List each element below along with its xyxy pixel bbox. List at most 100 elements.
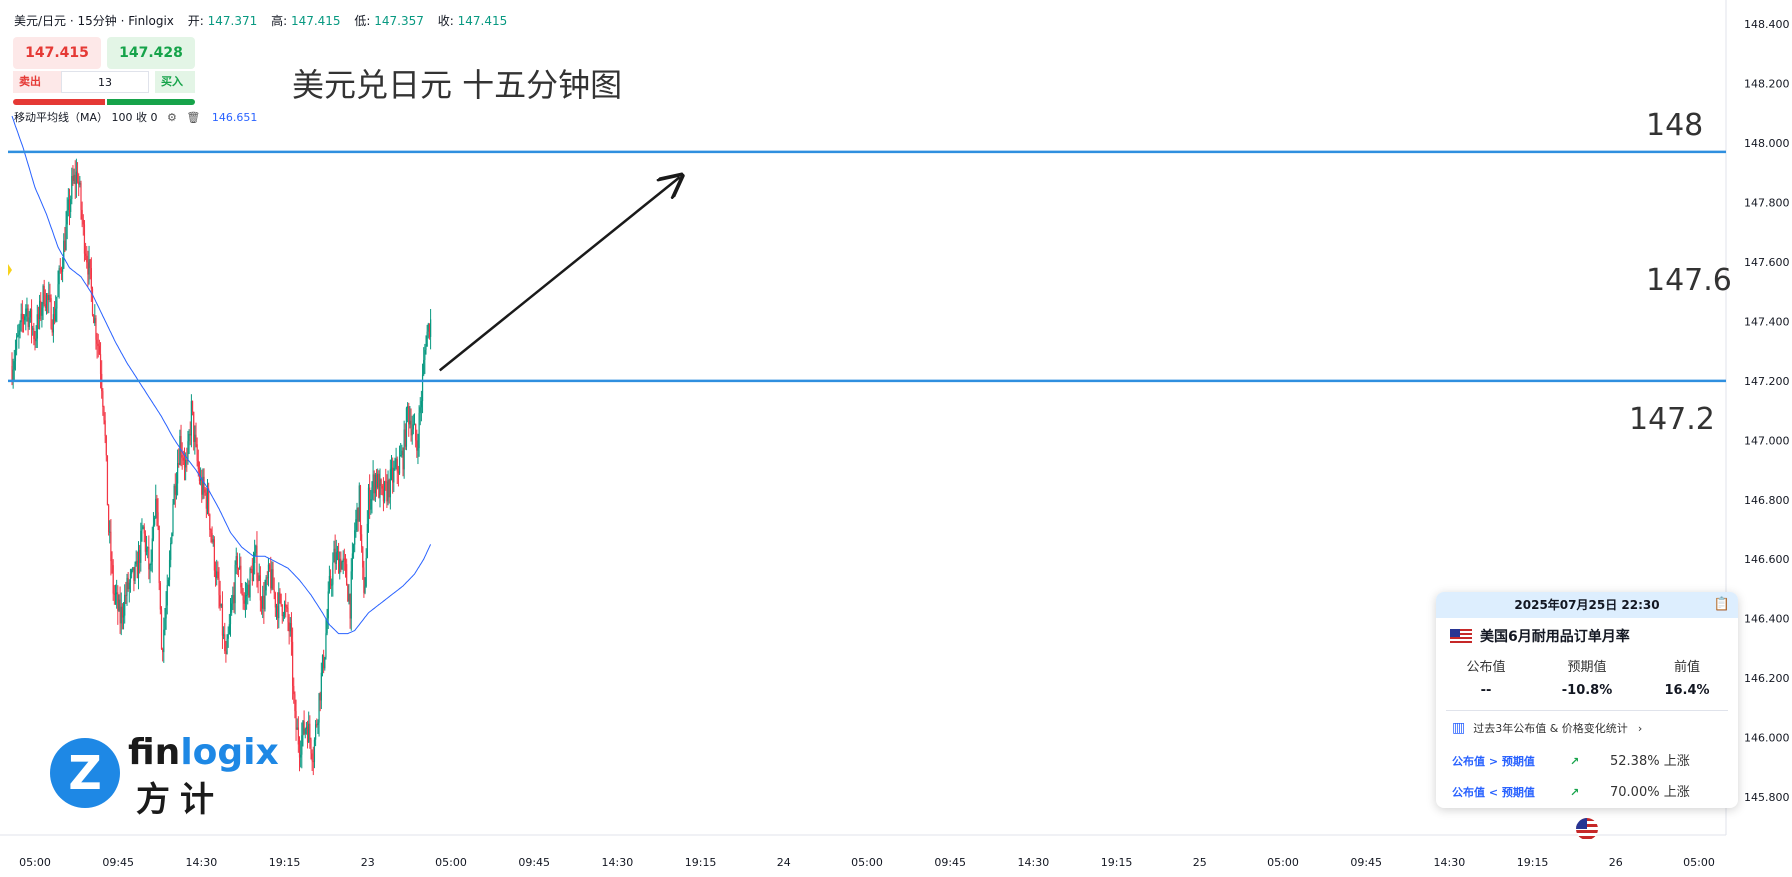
candle-body <box>364 586 366 593</box>
quantity-input[interactable]: 13 <box>61 71 149 93</box>
settings-icon[interactable]: ⚙ <box>167 111 177 124</box>
candle-body <box>99 354 102 374</box>
candle-body <box>430 319 432 337</box>
candle-body <box>133 567 135 581</box>
candle-body <box>343 558 345 560</box>
candle-body <box>58 268 60 285</box>
candle-body <box>415 424 417 441</box>
candle-body <box>25 308 27 317</box>
candle-body <box>427 323 429 332</box>
x-tick-label: 19:15 <box>1101 856 1133 869</box>
stats-link[interactable]: ▥ 过去3年公布值 & 价格变化统计 › <box>1452 720 1643 736</box>
candle-body <box>214 570 217 579</box>
candle-body <box>279 592 281 594</box>
us-event-marker-icon[interactable] <box>1576 818 1598 840</box>
buy-price-button[interactable]: 147.428 <box>107 37 195 69</box>
candle-body <box>218 578 220 596</box>
candle-body <box>401 450 403 456</box>
candle-body <box>112 565 114 594</box>
candle-body <box>332 562 334 585</box>
candle-body <box>386 481 388 502</box>
candle-body <box>39 300 41 319</box>
candle-body <box>271 569 273 589</box>
candle-body <box>71 176 73 200</box>
candle-body <box>194 434 196 442</box>
candle-body <box>289 623 291 632</box>
level-label-147-2: 147.2 <box>1629 402 1715 437</box>
y-tick-label: 146.800 <box>1744 494 1790 507</box>
candle-body <box>408 406 410 425</box>
candle-body <box>151 538 153 562</box>
candle-body <box>55 308 57 321</box>
candle-body <box>191 401 194 412</box>
candle-body <box>189 433 191 436</box>
candle-body <box>105 435 107 456</box>
candle-body <box>108 505 110 533</box>
candle-body <box>369 487 371 510</box>
candle-body <box>290 623 293 642</box>
x-tick-label: 05:00 <box>435 856 467 869</box>
candle-body <box>315 724 317 740</box>
candle-body <box>405 408 408 447</box>
candle-body <box>26 308 28 310</box>
actual-value: -- <box>1480 683 1492 698</box>
candle-body <box>255 545 257 554</box>
indicator-legend[interactable]: 移动平均线（MA） 100 收 0 ⚙ 🗑 146.651 <box>14 109 257 125</box>
trash-icon[interactable]: 🗑 <box>186 111 201 124</box>
trend-up-icon: ↗ <box>1570 755 1580 768</box>
candle-body <box>357 507 359 522</box>
candle-body <box>297 727 299 745</box>
economic-event-card[interactable]: 2025年07月25日 22:30 📋 美国6月耐用品订单月率 公布值 -- 预… <box>1436 592 1738 808</box>
candle-body <box>40 300 42 316</box>
candle-body <box>424 349 426 360</box>
candle-body <box>365 558 367 587</box>
y-tick-label: 147.800 <box>1744 196 1790 209</box>
candle-body <box>164 618 166 630</box>
candle-body <box>275 605 278 608</box>
left-edge-marker-icon <box>8 264 12 276</box>
x-tick-label: 09:45 <box>518 856 550 869</box>
candle-body <box>165 605 167 619</box>
candle-body <box>281 604 283 617</box>
candle-body <box>300 754 302 758</box>
indicator-value: 146.651 <box>211 111 258 124</box>
candle-body <box>76 171 79 182</box>
x-tick-label: 26 <box>1609 856 1623 869</box>
candle-body <box>219 595 221 607</box>
x-tick-label: 14:30 <box>186 856 218 869</box>
candle-body <box>170 543 172 560</box>
candle-body <box>217 571 219 579</box>
candle-body <box>258 575 260 581</box>
moving-average-line <box>11 115 432 635</box>
candle-body <box>101 373 103 392</box>
candle-body <box>119 599 121 624</box>
candle-body <box>311 753 313 762</box>
candle-body <box>120 606 122 624</box>
buy-button[interactable]: 买入 <box>155 71 195 93</box>
sell-button[interactable]: 卖出 <box>13 71 61 93</box>
candle-body <box>308 723 310 743</box>
candle-body <box>117 592 119 611</box>
candle-body <box>113 593 115 595</box>
candle-body <box>223 634 225 636</box>
candle-body <box>195 434 197 445</box>
sell-price-button[interactable]: 147.415 <box>13 37 101 69</box>
candle-body <box>124 594 126 616</box>
candle-body <box>156 498 158 513</box>
y-tick-label: 148.000 <box>1744 137 1790 150</box>
candle-body <box>384 481 386 502</box>
candle-body <box>159 583 161 610</box>
candle-body <box>294 694 296 712</box>
candle-body <box>359 485 362 535</box>
candle-body <box>158 525 160 584</box>
candle-body <box>128 582 130 590</box>
candle-body <box>20 313 22 323</box>
candle-body <box>27 308 29 328</box>
candle-body <box>220 604 222 607</box>
trade-panel: 147.415 147.428 卖出 13 买入 <box>13 37 195 107</box>
x-tick-label: 09:45 <box>934 856 966 869</box>
candle-body <box>269 564 271 570</box>
clipboard-icon[interactable]: 📋 <box>1713 597 1730 612</box>
candle-body <box>35 338 37 342</box>
